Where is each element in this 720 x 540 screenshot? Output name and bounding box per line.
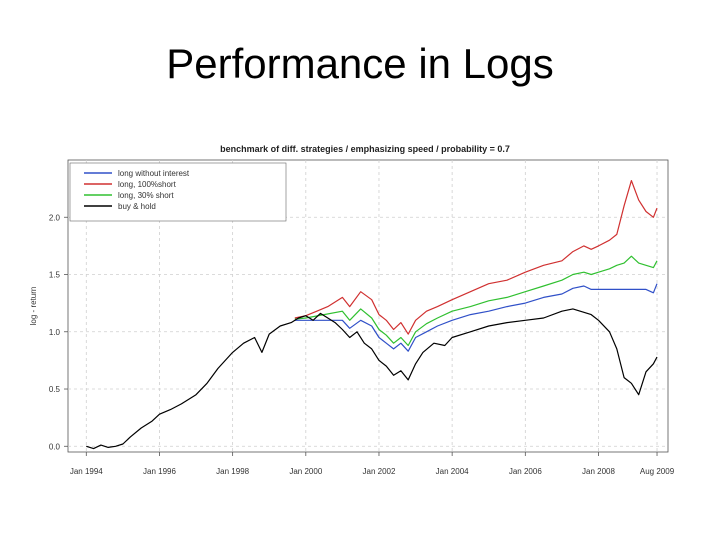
- y-axis-label: log - return: [29, 287, 38, 326]
- legend-label-2: long, 30% short: [118, 191, 174, 200]
- slide-title: Performance in Logs: [166, 40, 554, 87]
- y-tick-label-0: 0.0: [49, 442, 61, 451]
- series-line-3: [86, 308, 658, 450]
- x-tick-label-3: Jan 2000: [289, 467, 322, 476]
- legend-label-1: long, 100%short: [118, 180, 177, 189]
- plot-title: benchmark of diff. strategies / emphasiz…: [220, 144, 510, 154]
- x-tick-label-4: Jan 2002: [363, 467, 396, 476]
- x-tick-label-2: Jan 1998: [216, 467, 249, 476]
- x-tick-label-1: Jan 1996: [143, 467, 176, 476]
- x-tick-label-6: Jan 2006: [509, 467, 542, 476]
- x-tick-label-5: Jan 2004: [436, 467, 469, 476]
- series-line-2: [294, 255, 658, 347]
- y-tick-label-1: 0.5: [49, 385, 61, 394]
- y-tick-label-2: 1.0: [49, 328, 61, 337]
- axes: 0.0 0.5 1.0 1.5 2.0 Jan 1994 Jan 1996 Jan 1998 J…: [49, 213, 675, 476]
- legend-label-3: buy & hold: [118, 202, 156, 211]
- series-group: [86, 180, 658, 450]
- legend-label-0: long without interest: [118, 169, 190, 178]
- y-tick-label-4: 2.0: [49, 213, 61, 222]
- x-tick-label-8: Aug 2009: [640, 467, 675, 476]
- x-tick-label-0: Jan 1994: [70, 467, 103, 476]
- x-tick-label-7: Jan 2008: [582, 467, 615, 476]
- y-tick-label-3: 1.5: [49, 271, 61, 280]
- series-line-0: [294, 283, 658, 352]
- legend: long without interest long, 100%short long…: [69, 162, 287, 222]
- series-line-1: [294, 180, 658, 335]
